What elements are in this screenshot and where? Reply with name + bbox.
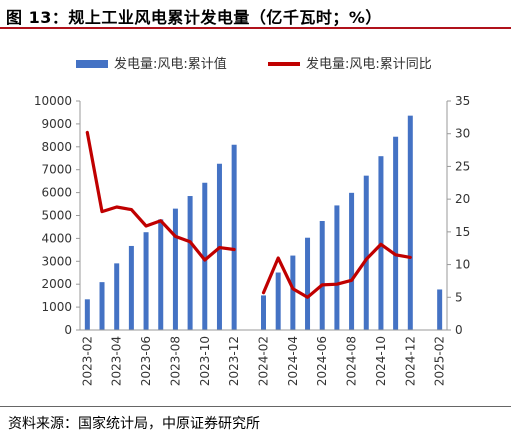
- bar: [202, 182, 208, 330]
- bar: [349, 192, 355, 330]
- left-tick-label: 1000: [41, 300, 72, 314]
- bar: [231, 144, 237, 330]
- title-divider: [0, 27, 511, 29]
- right-tick-label: 15: [455, 225, 470, 239]
- figure-title: 图 13：规上工业风电累计发电量（亿千瓦时；%）: [6, 8, 382, 27]
- left-tick-label: 7000: [41, 163, 72, 177]
- right-tick-label: 35: [455, 94, 470, 108]
- bar: [143, 232, 149, 330]
- x-tick-label: 2024-04: [286, 336, 300, 386]
- left-tick-label: 0: [64, 323, 72, 337]
- chart-legend: 发电量:风电:累计值 发电量:风电:累计同比: [76, 56, 432, 72]
- x-tick-label: 2024-06: [315, 336, 329, 386]
- bar: [261, 295, 266, 330]
- bar: [319, 220, 325, 330]
- x-tick-label: 2024-08: [345, 336, 359, 386]
- bar: [407, 115, 413, 330]
- bar-series: [84, 115, 443, 330]
- bar: [158, 219, 164, 330]
- bar: [437, 289, 443, 330]
- bar: [128, 245, 134, 330]
- x-tick-label: 2023-10: [198, 336, 212, 386]
- x-tick-label: 2024-12: [403, 336, 417, 386]
- right-tick-label: 20: [455, 192, 470, 206]
- bar: [114, 263, 120, 330]
- bar: [275, 272, 281, 330]
- left-tick-label: 10000: [34, 94, 72, 108]
- line-series: [85, 130, 412, 299]
- right-tick-label: 0: [455, 323, 463, 337]
- line-segment: [85, 130, 236, 262]
- x-tick-label: 2023-04: [110, 336, 124, 386]
- x-tick-label: 2023-02: [80, 336, 94, 386]
- right-tick-label: 10: [455, 258, 470, 272]
- left-tick-label: 2000: [41, 277, 72, 291]
- x-tick-label: 2023-08: [168, 336, 182, 386]
- left-tick-label: 5000: [41, 209, 72, 223]
- legend-bar-label: 发电量:风电:累计值: [114, 56, 227, 72]
- x-tick-label: 2025-02: [433, 336, 447, 386]
- left-tick-label: 6000: [41, 186, 72, 200]
- left-tick-label: 9000: [41, 117, 72, 131]
- bar: [334, 205, 340, 330]
- bar: [172, 208, 178, 330]
- right-tick-label: 30: [455, 127, 470, 141]
- legend-bar-swatch: [76, 60, 108, 68]
- right-tick-label: 25: [455, 159, 470, 173]
- wind-power-chart: 发电量:风电:累计值 发电量:风电:累计同比 0 1000 2000 3000 4000 5…: [34, 56, 470, 386]
- source-divider: [0, 406, 511, 407]
- bar: [290, 255, 296, 330]
- legend-line-label: 发电量:风电:累计同比: [306, 56, 432, 72]
- bar: [99, 282, 105, 330]
- x-tick-label: 2023-06: [139, 336, 153, 386]
- left-tick-label: 3000: [41, 254, 72, 268]
- right-tick-label: 5: [455, 290, 463, 304]
- line-segment: [261, 242, 412, 299]
- bar: [363, 175, 369, 330]
- x-tick-label: 2024-02: [257, 336, 271, 386]
- source-note: 资料来源：国家统计局，中原证券研究所: [8, 416, 260, 432]
- x-tick-label: 2024-10: [374, 336, 388, 386]
- bar: [84, 299, 90, 330]
- left-tick-label: 4000: [41, 231, 72, 245]
- bar: [393, 136, 399, 330]
- chart-axes: 0100020003000400050006000700080009000100…: [34, 94, 470, 386]
- bar: [305, 237, 311, 330]
- x-tick-label: 2023-12: [227, 336, 241, 386]
- left-tick-label: 8000: [41, 140, 72, 154]
- bar: [187, 196, 193, 330]
